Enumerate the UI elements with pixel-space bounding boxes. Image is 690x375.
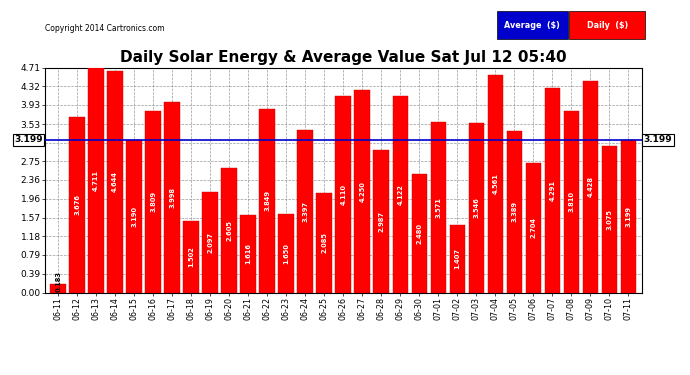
- Bar: [50, 284, 66, 292]
- Bar: [355, 90, 370, 292]
- Text: 4.561: 4.561: [493, 173, 498, 194]
- Bar: [431, 122, 446, 292]
- Text: 0.183: 0.183: [55, 270, 61, 291]
- Text: 3.810: 3.810: [569, 191, 574, 212]
- Bar: [449, 225, 465, 292]
- Bar: [544, 88, 560, 292]
- Bar: [70, 117, 85, 292]
- Text: 3.389: 3.389: [511, 201, 518, 222]
- Text: 3.199: 3.199: [644, 135, 672, 144]
- Bar: [526, 164, 541, 292]
- Text: 3.199: 3.199: [14, 135, 43, 144]
- Title: Daily Solar Energy & Average Value Sat Jul 12 05:40: Daily Solar Energy & Average Value Sat J…: [120, 50, 566, 65]
- Text: 4.250: 4.250: [359, 181, 365, 201]
- Bar: [202, 192, 218, 292]
- Text: 3.676: 3.676: [74, 194, 80, 215]
- Text: 1.407: 1.407: [454, 248, 460, 269]
- Bar: [108, 71, 123, 292]
- Text: 2.097: 2.097: [207, 232, 213, 253]
- Text: 3.199: 3.199: [625, 206, 631, 226]
- Bar: [506, 131, 522, 292]
- Bar: [164, 102, 180, 292]
- Text: 2.704: 2.704: [531, 217, 536, 238]
- Text: 2.085: 2.085: [322, 232, 327, 253]
- Text: 4.644: 4.644: [112, 171, 118, 192]
- Text: 3.397: 3.397: [302, 201, 308, 222]
- Bar: [393, 96, 408, 292]
- Text: 2.605: 2.605: [226, 220, 233, 241]
- Bar: [497, 11, 568, 39]
- Bar: [469, 123, 484, 292]
- Bar: [602, 146, 617, 292]
- Bar: [297, 130, 313, 292]
- Bar: [488, 75, 503, 292]
- Text: 3.571: 3.571: [435, 197, 442, 218]
- Bar: [317, 193, 332, 292]
- Text: 4.291: 4.291: [549, 180, 555, 201]
- Bar: [259, 109, 275, 292]
- Text: 4.711: 4.711: [93, 170, 99, 190]
- Bar: [564, 111, 579, 292]
- Bar: [126, 140, 142, 292]
- Bar: [569, 11, 645, 39]
- Bar: [146, 111, 161, 292]
- Bar: [221, 168, 237, 292]
- Text: 3.546: 3.546: [473, 198, 480, 218]
- Bar: [411, 174, 427, 292]
- Text: Copyright 2014 Cartronics.com: Copyright 2014 Cartronics.com: [45, 24, 164, 33]
- Bar: [620, 140, 636, 292]
- Bar: [184, 221, 199, 292]
- Bar: [582, 81, 598, 292]
- Bar: [88, 68, 104, 292]
- Text: 2.480: 2.480: [416, 223, 422, 244]
- Text: 4.110: 4.110: [340, 184, 346, 205]
- Text: Average  ($): Average ($): [504, 21, 560, 30]
- Bar: [373, 150, 389, 292]
- Text: 4.428: 4.428: [587, 176, 593, 197]
- Bar: [279, 214, 294, 292]
- Bar: [335, 96, 351, 292]
- Text: 3.849: 3.849: [264, 190, 270, 211]
- Bar: [240, 215, 256, 292]
- Text: 4.122: 4.122: [397, 184, 403, 205]
- Text: 3.998: 3.998: [169, 187, 175, 208]
- Text: 1.616: 1.616: [245, 243, 251, 264]
- Text: 3.809: 3.809: [150, 191, 156, 212]
- Text: 2.987: 2.987: [378, 211, 384, 232]
- Text: 1.650: 1.650: [284, 243, 289, 264]
- Text: 1.502: 1.502: [188, 246, 194, 267]
- Text: Daily  ($): Daily ($): [586, 21, 628, 30]
- Text: 3.190: 3.190: [131, 206, 137, 227]
- Text: 3.075: 3.075: [607, 209, 613, 230]
